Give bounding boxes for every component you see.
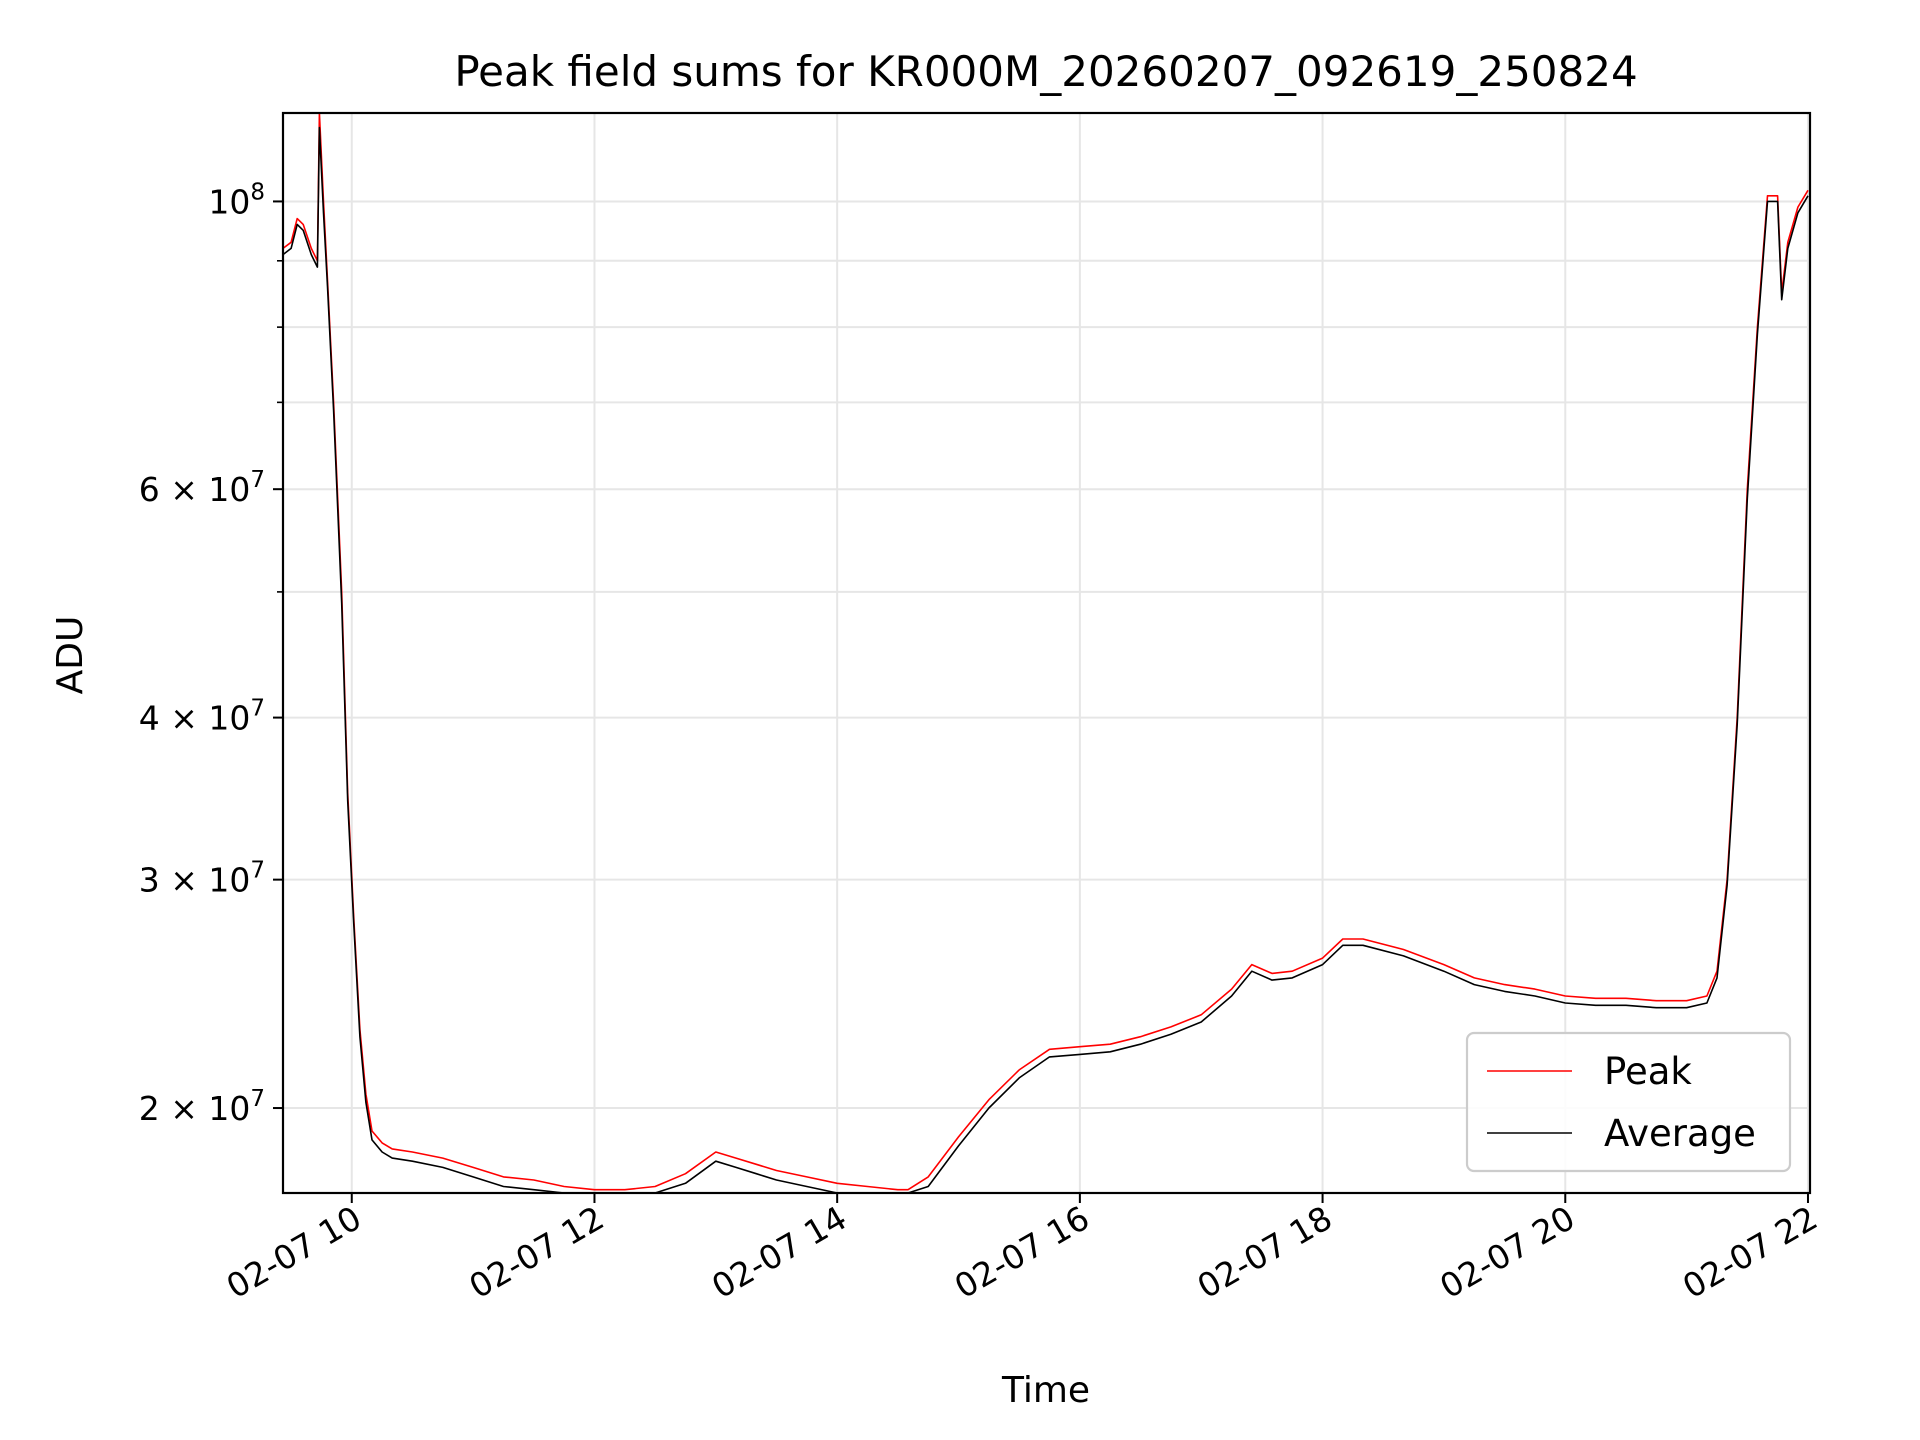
y-tick-base: 2 × 10: [139, 1089, 251, 1128]
legend: Peak Average: [1465, 1031, 1792, 1173]
y-tick-label: 2 × 107: [139, 1086, 265, 1128]
y-axis-label: ADU: [50, 616, 91, 695]
y-tick-base: 3 × 10: [139, 861, 251, 900]
series-lines: [282, 112, 1809, 1194]
x-axis-label: Time: [1001, 1370, 1090, 1411]
y-tick-base: 6 × 10: [139, 470, 251, 509]
y-tick-label: 4 × 107: [139, 696, 265, 738]
legend-label-average: Average: [1604, 1112, 1756, 1155]
y-tick-exponent: 7: [250, 467, 265, 493]
grid-lines: [283, 113, 1810, 1193]
y-tick-label: 6 × 107: [139, 467, 265, 509]
y-tick-label: 108: [208, 179, 265, 221]
y-tick-base: 10: [208, 182, 250, 221]
y-tick-exponent: 7: [250, 858, 265, 884]
legend-label-peak: Peak: [1604, 1050, 1692, 1093]
legend-box: [1465, 1031, 1792, 1173]
y-tick-label: 3 × 107: [139, 858, 265, 900]
y-tick-exponent: 7: [250, 1086, 265, 1112]
axes-frame: [281, 111, 1812, 1195]
y-tick-exponent: 7: [250, 696, 265, 722]
chart-title: Peak field sums for KR000M_20260207_0926…: [454, 47, 1637, 96]
y-tick-base: 4 × 10: [139, 699, 251, 738]
y-tick-exponent: 8: [250, 179, 265, 205]
series-line-average: [282, 126, 1809, 1194]
